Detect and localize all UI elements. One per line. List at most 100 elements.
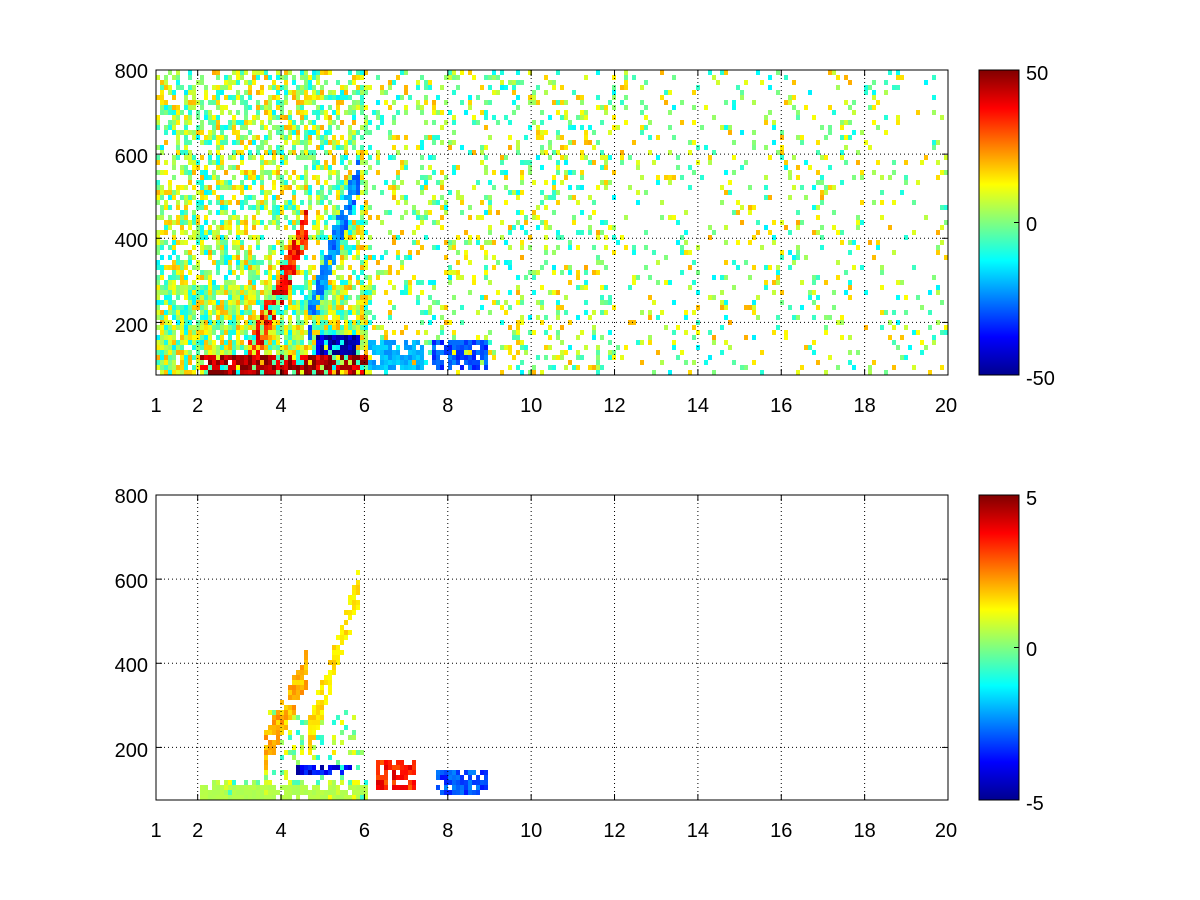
heatmap-cell	[612, 195, 616, 200]
heatmap-cell	[776, 280, 780, 285]
heatmap-cell	[380, 340, 384, 345]
heatmap-cell	[692, 120, 696, 125]
heatmap-cell	[312, 785, 316, 790]
heatmap-cell	[288, 715, 292, 720]
heatmap-cell	[220, 260, 224, 265]
heatmap-cell	[176, 70, 180, 75]
heatmap-cell	[396, 350, 400, 355]
heatmap-cell	[444, 320, 448, 325]
heatmap-cell	[212, 160, 216, 165]
heatmap-cell	[180, 150, 184, 155]
heatmap-cell	[248, 320, 252, 325]
heatmap-cell	[220, 130, 224, 135]
heatmap-cell	[488, 180, 492, 185]
heatmap-cell	[348, 795, 352, 800]
heatmap-cell	[332, 155, 336, 160]
heatmap-cell	[384, 770, 388, 775]
heatmap-cell	[236, 305, 240, 310]
heatmap-cell	[568, 140, 572, 145]
heatmap-cell	[180, 280, 184, 285]
heatmap-cell	[260, 85, 264, 90]
heatmap-cell	[532, 290, 536, 295]
heatmap-cell	[452, 350, 456, 355]
heatmap-cell	[328, 215, 332, 220]
heatmap-cell	[352, 185, 356, 190]
heatmap-cell	[608, 100, 612, 105]
heatmap-cell	[292, 705, 296, 710]
heatmap-cell	[368, 85, 372, 90]
heatmap-cell	[604, 235, 608, 240]
heatmap-cell	[464, 355, 468, 360]
heatmap-cell	[668, 90, 672, 95]
heatmap-cell	[172, 125, 176, 130]
heatmap-cell	[868, 145, 872, 150]
heatmap-cell	[304, 90, 308, 95]
heatmap-cell	[240, 300, 244, 305]
heatmap-cell	[244, 125, 248, 130]
heatmap-cell	[240, 190, 244, 195]
heatmap-cell	[208, 255, 212, 260]
heatmap-cell	[228, 220, 232, 225]
heatmap-cell	[564, 310, 568, 315]
heatmap-cell	[312, 70, 316, 75]
heatmap-cell	[336, 170, 340, 175]
heatmap-cell	[892, 325, 896, 330]
heatmap-cell	[656, 175, 660, 180]
heatmap-cell	[244, 195, 248, 200]
heatmap-cell	[300, 680, 304, 685]
heatmap-cell	[460, 345, 464, 350]
heatmap-cell	[356, 360, 360, 365]
heatmap-cell	[800, 185, 804, 190]
heatmap-cell	[280, 285, 284, 290]
heatmap-cell	[928, 370, 932, 375]
heatmap-cell	[360, 95, 364, 100]
heatmap-cell	[156, 310, 160, 315]
heatmap-cell	[248, 245, 252, 250]
heatmap-cell	[220, 85, 224, 90]
heatmap-cell	[344, 240, 348, 245]
heatmap-cell	[280, 240, 284, 245]
heatmap-cell	[172, 240, 176, 245]
heatmap-cell	[768, 85, 772, 90]
heatmap-cell	[516, 210, 520, 215]
heatmap-cell	[308, 120, 312, 125]
heatmap-cell	[596, 105, 600, 110]
heatmap-cell	[244, 260, 248, 265]
heatmap-cell	[188, 295, 192, 300]
heatmap-cell	[496, 290, 500, 295]
heatmap-cell	[356, 320, 360, 325]
heatmap-cell	[576, 245, 580, 250]
heatmap-cell	[412, 345, 416, 350]
heatmap-cell	[204, 115, 208, 120]
heatmap-cell	[440, 205, 444, 210]
heatmap-cell	[348, 335, 352, 340]
heatmap-cell	[156, 365, 160, 370]
heatmap-cell	[340, 260, 344, 265]
heatmap-cell	[372, 285, 376, 290]
heatmap-cell	[344, 185, 348, 190]
heatmap-cell	[472, 780, 476, 785]
heatmap-cell	[360, 180, 364, 185]
heatmap-cell	[460, 70, 464, 75]
heatmap-cell	[476, 775, 480, 780]
heatmap-cell	[460, 275, 464, 280]
heatmap-cell	[424, 80, 428, 85]
heatmap-cell	[168, 330, 172, 335]
heatmap-cell	[188, 100, 192, 105]
heatmap-cell	[292, 80, 296, 85]
heatmap-cell	[612, 95, 616, 100]
heatmap-cell	[184, 95, 188, 100]
heatmap-cell	[260, 320, 264, 325]
heatmap-cell	[284, 790, 288, 795]
heatmap-cell	[588, 125, 592, 130]
heatmap-cell	[292, 245, 296, 250]
heatmap-cell	[216, 245, 220, 250]
heatmap-cell	[760, 80, 764, 85]
heatmap-cell	[648, 150, 652, 155]
heatmap-cell	[204, 135, 208, 140]
heatmap-cell	[208, 280, 212, 285]
heatmap-cell	[480, 350, 484, 355]
heatmap-cell	[416, 240, 420, 245]
heatmap-cell	[256, 335, 260, 340]
heatmap-cell	[512, 80, 516, 85]
